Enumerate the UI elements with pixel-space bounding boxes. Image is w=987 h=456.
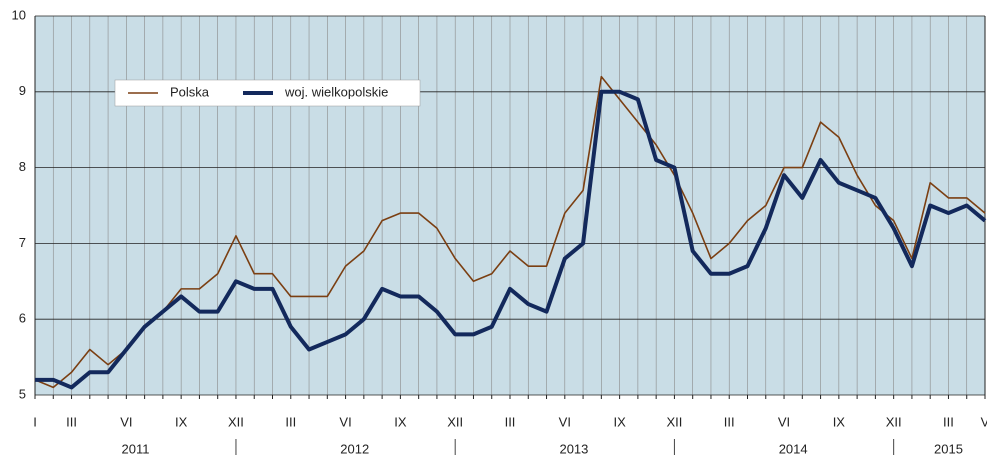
x-tick-label: VI bbox=[778, 414, 790, 429]
y-tick-label: 6 bbox=[19, 311, 26, 326]
x-tick-label: III bbox=[66, 414, 77, 429]
x-tick-label: I bbox=[33, 414, 37, 429]
series-line bbox=[35, 89, 987, 390]
year-label: 2011 bbox=[121, 441, 149, 456]
y-tick-label: 5 bbox=[19, 386, 26, 401]
x-tick-label: IX bbox=[394, 414, 407, 429]
x-tick-label: III bbox=[943, 414, 954, 429]
legend-label: woj. wielkopolskie bbox=[284, 84, 388, 99]
y-tick-label: 9 bbox=[19, 83, 26, 98]
y-tick-label: 7 bbox=[19, 235, 26, 250]
x-tick-label: VI bbox=[559, 414, 571, 429]
year-label: 2013 bbox=[559, 441, 588, 456]
x-tick-label: V bbox=[981, 414, 987, 429]
x-tick-label: VI bbox=[339, 414, 351, 429]
x-tick-label: XII bbox=[447, 414, 463, 429]
x-tick-label: III bbox=[505, 414, 516, 429]
x-tick-label: IX bbox=[175, 414, 188, 429]
x-tick-label: IX bbox=[613, 414, 626, 429]
x-tick-label: XII bbox=[228, 414, 244, 429]
year-label: 2014 bbox=[779, 441, 808, 456]
x-tick-label: IX bbox=[833, 414, 846, 429]
year-label: 2012 bbox=[340, 441, 369, 456]
year-label: 2015 bbox=[934, 441, 963, 456]
y-tick-label: 10 bbox=[12, 7, 26, 22]
legend-label: Polska bbox=[170, 84, 210, 99]
series-line bbox=[34, 75, 986, 389]
y-tick-label: 8 bbox=[19, 159, 26, 174]
x-tick-label: XII bbox=[886, 414, 902, 429]
x-tick-label: III bbox=[285, 414, 296, 429]
x-tick-label: VI bbox=[120, 414, 132, 429]
x-tick-label: XII bbox=[666, 414, 682, 429]
x-tick-label: III bbox=[724, 414, 735, 429]
